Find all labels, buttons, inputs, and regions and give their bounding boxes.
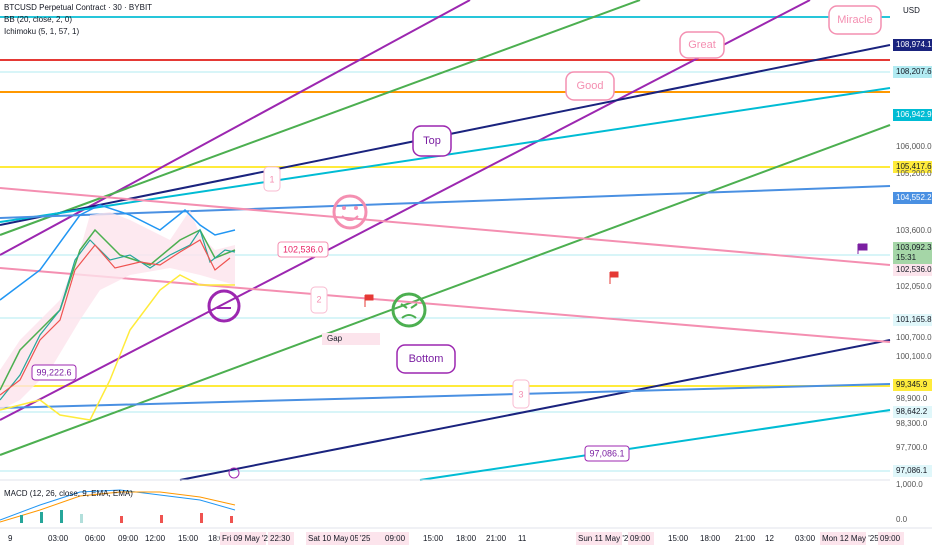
price-label-bg xyxy=(893,109,932,121)
time-label-bg xyxy=(220,532,266,545)
price-label: 100,700.0 xyxy=(896,333,932,342)
speech-bubbles xyxy=(396,5,882,374)
time-label-bg xyxy=(268,532,294,545)
price-label: 103,600.0 xyxy=(896,226,932,235)
price-tag: 99,222.6 xyxy=(36,367,71,377)
macd-label: MACD (12, 26, close, 9, EMA, EMA) xyxy=(4,489,133,498)
gap-label: Gap xyxy=(327,334,343,343)
bubble-text: Top xyxy=(423,135,441,147)
time-label: 15:00 xyxy=(668,534,689,543)
price-label: 104,552.2 xyxy=(896,193,932,202)
price-label: 105,200.0 xyxy=(896,169,932,178)
time-label: 09:00 xyxy=(630,534,651,543)
time-label: 03:00 xyxy=(48,534,69,543)
time-label: Mon 12 May '25 xyxy=(822,534,879,543)
time-label: Sat 10 May '25 xyxy=(308,534,362,543)
price-label: 101,165.8 xyxy=(896,315,932,324)
price-label: 1,000.0 xyxy=(896,480,923,489)
price-series xyxy=(0,204,236,421)
price-label: 98,900.0 xyxy=(896,394,928,403)
price-label-bg xyxy=(893,406,932,418)
time-label-bg xyxy=(820,532,866,545)
time-label: 12:00 xyxy=(145,534,166,543)
bubble-text: Good xyxy=(577,80,604,92)
price-label: 100,100.0 xyxy=(896,352,932,361)
price-label: 102,050.0 xyxy=(896,282,932,291)
time-label: 06:00 xyxy=(85,534,106,543)
time-label: Sun 11 May '25 xyxy=(578,534,633,543)
price-label-bg xyxy=(893,66,932,78)
time-label: 21:00 xyxy=(735,534,756,543)
price-label: 98,642.2 xyxy=(896,407,928,416)
price-label-bg xyxy=(893,264,932,276)
price-label-bg xyxy=(893,252,932,264)
indicator-label: BB (20, close, 2, 0) xyxy=(4,15,72,24)
time-label: Fri 09 May '25 xyxy=(222,534,273,543)
time-label: 15:00 xyxy=(423,534,444,543)
price-label-bg xyxy=(893,465,932,477)
price-label-bg xyxy=(893,192,932,204)
step-label: 1 xyxy=(269,174,274,184)
time-label-bg xyxy=(358,532,384,545)
price-tag: 102,536.0 xyxy=(283,244,323,254)
price-label: 105,417.6 xyxy=(896,162,932,171)
step-label: 3 xyxy=(518,389,523,399)
time-label: 18:00 xyxy=(700,534,721,543)
price-tags xyxy=(31,241,630,462)
price-label-bg xyxy=(893,242,932,254)
price-label: 0.0 xyxy=(896,515,908,524)
price-label: 97,086.1 xyxy=(896,466,928,475)
time-label: 12 xyxy=(765,534,774,543)
time-label-bg xyxy=(878,532,904,545)
bubble-text: Great xyxy=(688,39,716,51)
bubble-text: Bottom xyxy=(409,353,444,365)
price-label-bg xyxy=(893,161,932,173)
time-label-bg xyxy=(576,532,622,545)
price-label: 97,700.0 xyxy=(896,443,928,452)
price-label: 106,000.0 xyxy=(896,142,932,151)
macd-histogram xyxy=(0,489,236,523)
time-label-bg xyxy=(306,532,352,545)
time-label: '25 xyxy=(360,534,371,543)
price-label-bg xyxy=(893,379,932,391)
time-label: 18:00 xyxy=(456,534,477,543)
time-label: 09:00 xyxy=(880,534,901,543)
step-markers xyxy=(263,166,530,409)
price-label: 103,092.3 xyxy=(896,243,932,252)
time-label-bg xyxy=(628,532,654,545)
emoji-icons xyxy=(207,194,427,328)
time-label: 11 xyxy=(518,534,527,543)
price-tag: 97,086.1 xyxy=(589,448,624,458)
symbol-title: BTCUSD Perpetual Contract · 30 · BYBIT xyxy=(4,3,152,12)
time-label: 09:00 xyxy=(118,534,139,543)
bubble-text: Miracle xyxy=(837,14,872,26)
price-label: 98,300.0 xyxy=(896,419,928,428)
time-label-bg xyxy=(383,532,409,545)
time-label: 03:00 xyxy=(795,534,816,543)
time-label: 22:30 xyxy=(270,534,291,543)
currency-label: USD xyxy=(903,6,920,15)
price-label: 106,942.9 xyxy=(896,110,932,119)
price-axis: 108,974.1 108,207.6 106,942.9 106,000.0 105,… xyxy=(893,39,932,524)
time-label: 21:00 xyxy=(486,534,507,543)
price-label: 102,536.0 xyxy=(896,265,932,274)
flags xyxy=(228,243,868,479)
price-label: 99,345.9 xyxy=(896,380,928,389)
time-label: 9 xyxy=(8,534,13,543)
price-label: 108,207.6 xyxy=(896,67,932,76)
price-label: 108,974.1 xyxy=(896,40,932,49)
time-label: 18:00 xyxy=(208,534,229,543)
price-label: 15:31 xyxy=(896,253,917,262)
price-label-bg xyxy=(893,314,932,326)
price-label-bg xyxy=(893,39,932,51)
step-label: 2 xyxy=(316,294,321,304)
time-label: 09:00 xyxy=(385,534,406,543)
time-label: 15:00 xyxy=(178,534,199,543)
indicator-label: Ichimoku (5, 1, 57, 1) xyxy=(4,27,79,36)
